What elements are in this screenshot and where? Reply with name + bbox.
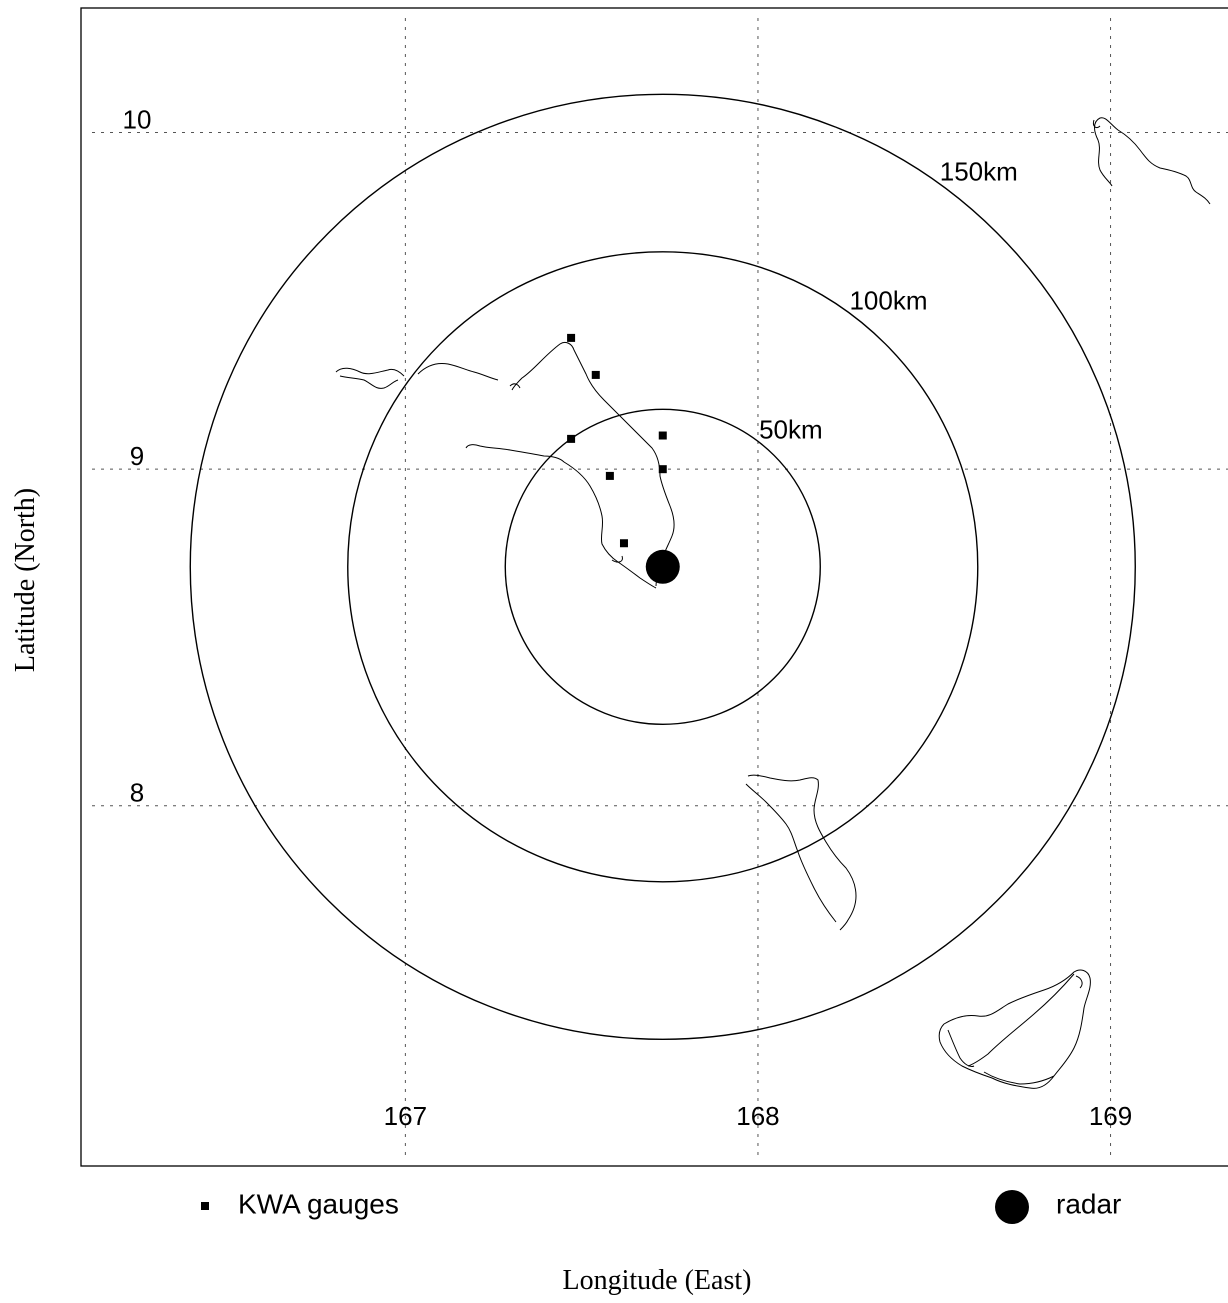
range-ring-label: 100km (849, 286, 927, 316)
range-ring-label: 50km (759, 415, 823, 445)
coastline-southeast-atoll (745, 774, 857, 931)
x-tick-label: 167 (384, 1101, 427, 1131)
y-tick-label: 8 (130, 778, 144, 808)
gauge-marker (658, 465, 667, 474)
radar-layer (645, 549, 680, 584)
radar-marker (645, 549, 680, 584)
gauge-marker (619, 539, 628, 548)
y-axis-title: Latitude (North) (10, 488, 41, 672)
coastline-south-atoll (938, 969, 1091, 1089)
graticule (92, 18, 1228, 1160)
coastline-northeast-atoll (1093, 117, 1211, 205)
coastline-west-islets (335, 363, 521, 389)
range-ring-50km (504, 408, 821, 726)
range-ring-150km (189, 93, 1136, 1041)
gauge-marker (567, 333, 576, 342)
map-frame (80, 7, 1228, 1167)
gauge-marker (605, 471, 614, 480)
gauge-marker (658, 431, 667, 440)
legend-radar-symbol (995, 1190, 1029, 1224)
x-tick-label: 169 (1089, 1101, 1132, 1131)
legend-gauge-label: KWA gauges (238, 1188, 399, 1219)
y-tick-label: 10 (123, 104, 152, 134)
range-ring-label: 150km (940, 157, 1018, 187)
legend-gauge-symbol (201, 1202, 209, 1210)
gauge-marker (591, 370, 600, 379)
range-rings: 50km 100km 150km (189, 93, 1136, 1041)
x-axis-title: Longitude (East) (563, 1265, 752, 1296)
legend: KWA gauges radar (201, 1188, 1121, 1224)
gauge-marker (567, 434, 576, 443)
tick-labels: 167 168 169 10 9 8 (123, 104, 1133, 1130)
y-tick-label: 9 (130, 441, 144, 471)
x-tick-label: 168 (736, 1101, 779, 1131)
gauge-markers (567, 333, 667, 548)
legend-radar-label: radar (1056, 1188, 1121, 1219)
coastline-main-atoll (465, 341, 675, 589)
coastlines (335, 117, 1211, 1089)
range-ring-100km (347, 251, 979, 883)
